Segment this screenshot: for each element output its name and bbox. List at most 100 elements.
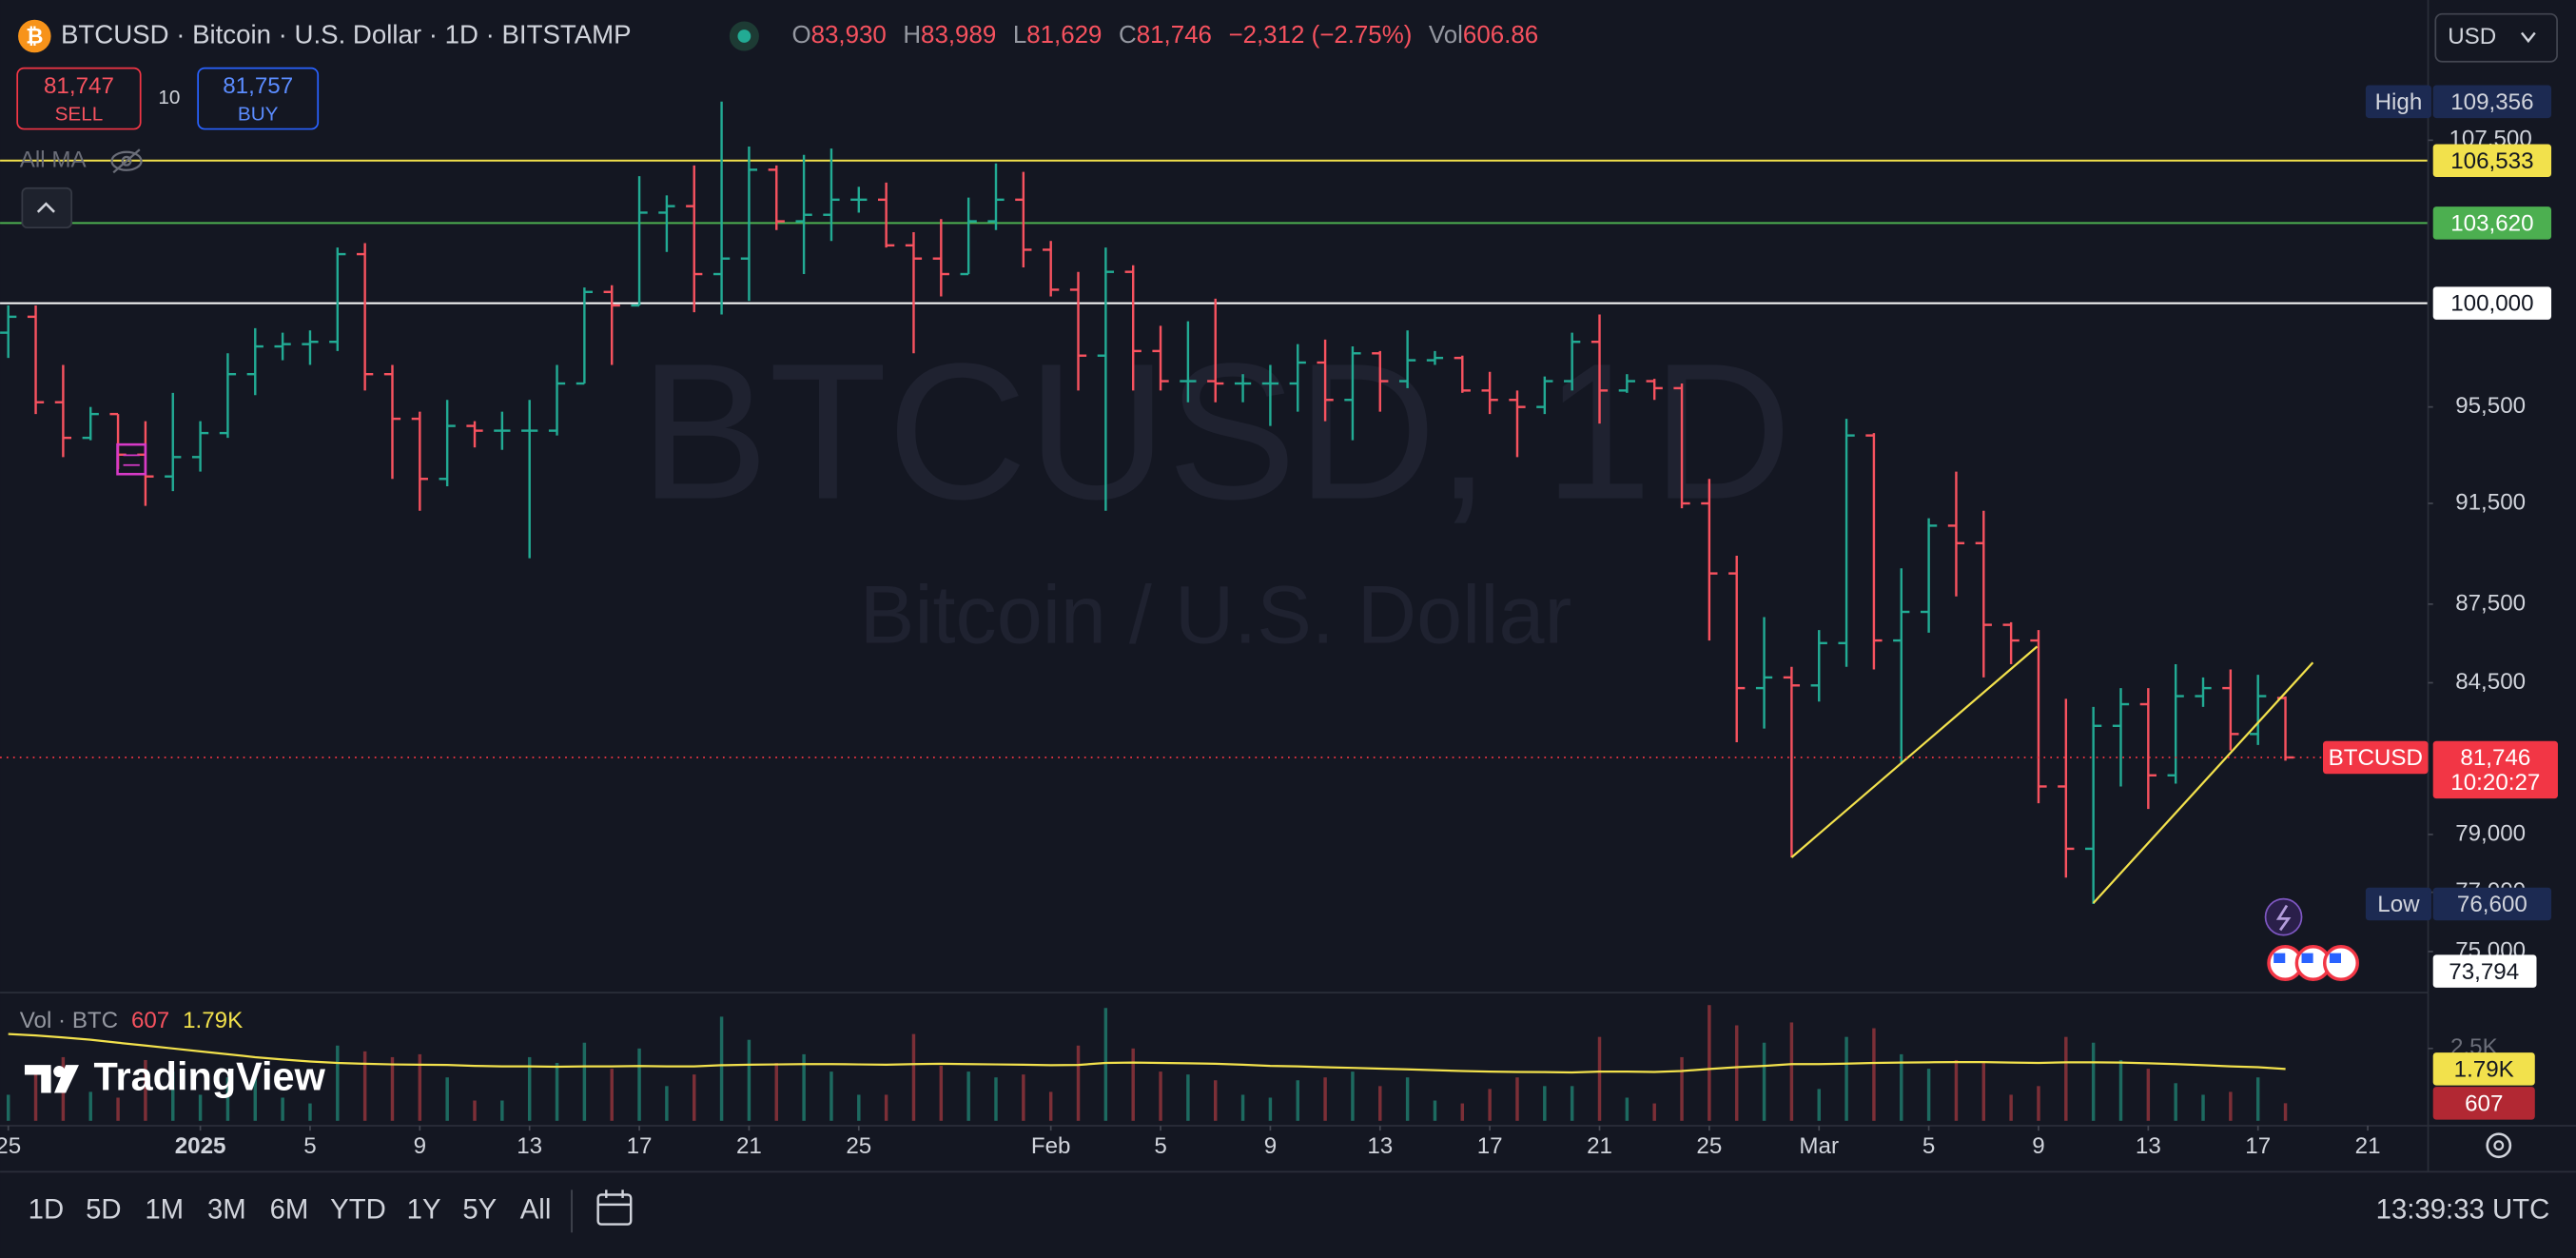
sell-label: SELL [55,103,104,125]
symbol-logo-glyph: ₿ [26,25,43,49]
clock[interactable]: 13:39:33 UTC [2376,1194,2550,1226]
indicator-label[interactable]: All MA [20,147,88,173]
volume-bar [911,1033,916,1121]
volume-bar [1378,1086,1382,1121]
buy-button[interactable] [197,67,320,130]
volume-bar [966,1071,970,1121]
trend-line[interactable] [2092,661,2314,904]
volume-bar [1433,1100,1437,1121]
events-icon[interactable] [2264,897,2303,936]
range-button[interactable]: 5Y [462,1194,497,1226]
x-tick-label: 21 [2355,1133,2381,1159]
extreme-name: Low [2377,892,2420,917]
last-price-name: BTCUSD [2329,745,2423,771]
economic-events[interactable] [2267,945,2359,982]
x-tick-label: 5 [1922,1133,1935,1159]
x-tick-label: 9 [1264,1133,1277,1159]
trend-line[interactable] [1790,645,2039,858]
volume-bar [171,1071,175,1121]
ohlc-label: H [903,22,921,49]
level-label-box [2432,144,2552,178]
extreme-value: 76,600 [2457,892,2527,917]
range-button[interactable]: 6M [270,1194,309,1226]
settings-icon[interactable] [2486,1132,2512,1159]
volume-bar [116,1097,120,1121]
volume-last-label: 607 [2465,1091,2503,1116]
eye-hidden-icon[interactable] [110,148,143,174]
volume-bar [1103,1008,1108,1121]
symbol-title[interactable]: BTCUSD · Bitcoin · U.S. Dollar · 1D · BI… [61,19,632,49]
volume-bar [1844,1036,1848,1121]
volume-bar [665,1086,669,1121]
level-label: 100,000 [2450,291,2533,317]
bottom-marker-box [2432,954,2537,988]
extreme-value-box [2432,85,2552,119]
buy-label: BUY [238,103,279,125]
x-tick-label: 21 [736,1133,762,1159]
volume-ma-label: 1.79K [2454,1057,2514,1083]
x-tick-label: 25 [846,1133,871,1159]
volume-bar [253,1071,258,1121]
volume-bar [1817,1089,1821,1121]
volume-bar [774,1063,778,1121]
range-button[interactable]: YTD [330,1194,386,1226]
volume-bar [2091,1042,2096,1121]
marker-box[interactable] [116,442,147,476]
sell-button[interactable] [16,67,142,130]
volume-bar [1926,1069,1931,1121]
collapse-button[interactable] [21,187,73,229]
extreme-name-box [2365,887,2431,921]
currency: USD [2448,24,2496,49]
volume-bar [2118,1059,2123,1121]
volume-bar [637,1048,641,1121]
collapse-icon [36,202,55,213]
volume-bar [281,1097,284,1121]
x-tick-label: 2025 [175,1133,226,1159]
calendar-icon[interactable] [596,1189,633,1226]
buy-price: 81,757 [223,73,293,99]
range-button[interactable]: 1D [29,1194,65,1226]
chevron [2521,31,2536,44]
volume-bar [1488,1089,1492,1121]
volume-bar [1131,1048,1135,1121]
last-price-name-box [2322,740,2429,775]
volume-last-box [2432,1087,2535,1120]
volume-bar [747,1039,751,1121]
ohlc-label: O [791,22,810,49]
volume-bar [445,1077,449,1121]
x-tick-label: 25 [1696,1133,1722,1159]
volume-bar [1515,1077,1519,1121]
extreme-name: High [2375,89,2423,115]
x-tick-label: 13 [2136,1133,2161,1159]
range-button[interactable]: 3M [207,1194,246,1226]
x-tick-label: 5 [303,1133,316,1159]
volume-bar [555,1063,559,1121]
settings-icon-core [2493,1140,2505,1151]
range-button[interactable]: All [520,1194,552,1226]
volume-bar [2229,1091,2233,1121]
x-tick-label: 17 [2245,1133,2271,1159]
volume-bar [1762,1042,1766,1121]
logo[interactable]: TradingView [24,1054,326,1099]
volume-bar [2174,1083,2177,1121]
volume-bar [1323,1077,1327,1121]
y-tick-label: 91,500 [2455,489,2526,515]
volume-bar [802,1053,806,1121]
volume-bar [1954,1059,1959,1121]
range-button[interactable]: 1M [145,1194,184,1226]
volume-bar [582,1042,587,1121]
range-button[interactable]: 5D [86,1194,122,1226]
plot [0,101,2429,1121]
x-tick-label: 13 [1367,1133,1393,1159]
volume-bar [1159,1071,1162,1121]
last-price-box [2432,740,2558,799]
range-button[interactable]: 1Y [407,1194,441,1226]
volume-bar [1981,1063,1986,1121]
y-tick-label: 87,500 [2455,590,2526,616]
y-tick-label: 79,000 [2455,820,2526,846]
currency-select[interactable] [2434,12,2558,63]
volume-bar [33,1069,38,1121]
x-tick-label: Mar [1799,1133,1839,1159]
events-glyph [2275,904,2292,932]
